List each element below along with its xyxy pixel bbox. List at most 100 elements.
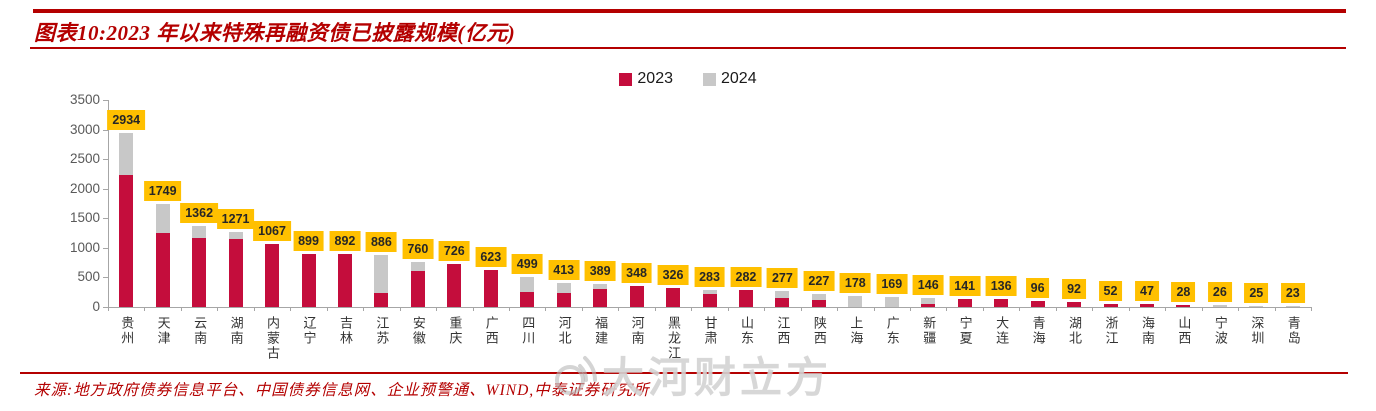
x-axis-category-label: 安徽 bbox=[410, 316, 426, 346]
x-axis-tick bbox=[326, 307, 328, 311]
bar-segment-2024 bbox=[119, 133, 134, 176]
bar-segment-2024 bbox=[921, 298, 936, 304]
x-axis-tick bbox=[764, 307, 766, 311]
x-axis-category-label: 陕西 bbox=[811, 316, 827, 346]
x-axis-category-label: 江西 bbox=[775, 316, 791, 346]
bar-segment-2024 bbox=[556, 282, 571, 293]
x-axis-tick bbox=[837, 307, 839, 311]
bar-segment-2024 bbox=[702, 290, 717, 295]
x-axis-tick bbox=[654, 307, 656, 311]
x-axis-tick bbox=[691, 307, 693, 311]
bar-value-label: 23 bbox=[1280, 282, 1305, 303]
bar-value-label: 1067 bbox=[253, 220, 291, 241]
bar-segment-2024 bbox=[520, 277, 535, 292]
bar-value-label: 26 bbox=[1207, 282, 1232, 303]
x-axis-category-label: 河北 bbox=[556, 316, 572, 346]
x-axis-category-label: 深圳 bbox=[1249, 316, 1265, 346]
x-axis-tick bbox=[581, 307, 583, 311]
bar-segment-2023 bbox=[265, 243, 280, 307]
x-axis-category-label: 新疆 bbox=[921, 316, 937, 346]
x-axis-tick bbox=[1238, 307, 1240, 311]
bar-segment-2023 bbox=[666, 287, 681, 307]
x-axis-tick bbox=[545, 307, 547, 311]
bar-value-label: 389 bbox=[584, 260, 616, 281]
x-axis-category-label: 贵州 bbox=[119, 316, 135, 346]
x-axis-category-label: 吉林 bbox=[337, 316, 353, 346]
x-axis-tick bbox=[946, 307, 948, 311]
bar-segment-2023 bbox=[1103, 303, 1118, 307]
stacked-bar-chart: 2023 2024 0 500 1000 1500 2000 2500 3000 3500 29… bbox=[0, 58, 1376, 370]
y-axis-tick bbox=[103, 159, 108, 161]
legend-item-2023: 2023 bbox=[619, 70, 673, 88]
x-axis-tick bbox=[1165, 307, 1167, 311]
bar-value-label: 1271 bbox=[216, 208, 255, 229]
y-axis-tick bbox=[103, 100, 108, 101]
bar-segment-2024 bbox=[374, 254, 389, 294]
bar-segment-2023 bbox=[301, 253, 316, 307]
x-axis-category-label: 青岛 bbox=[1285, 316, 1301, 346]
x-axis-line bbox=[108, 307, 1311, 308]
x-axis-tick bbox=[290, 307, 292, 311]
chart-legend: 2023 2024 bbox=[0, 70, 1376, 88]
bar-value-label: 726 bbox=[438, 241, 470, 262]
bar-value-label: 499 bbox=[511, 254, 543, 275]
bar-segment-2024 bbox=[192, 226, 207, 238]
bar-segment-2023 bbox=[994, 298, 1009, 307]
bar-value-label: 1749 bbox=[143, 180, 182, 201]
x-axis-category-label: 青海 bbox=[1030, 316, 1046, 346]
bar-segment-2023 bbox=[1176, 305, 1191, 307]
x-axis-category-label: 湖南 bbox=[228, 316, 244, 346]
bar-value-label: 178 bbox=[839, 273, 871, 294]
bar-segment-2023 bbox=[483, 270, 498, 307]
bar-segment-2023 bbox=[1139, 304, 1154, 307]
x-axis-category-label: 甘肃 bbox=[702, 316, 718, 346]
x-axis-category-label: 浙江 bbox=[1103, 316, 1119, 346]
bar-segment-2023 bbox=[1067, 301, 1082, 307]
bar-value-label: 282 bbox=[730, 267, 762, 288]
bar-segment-2023 bbox=[629, 286, 644, 307]
y-axis-tick-label: 1000 bbox=[69, 239, 100, 255]
x-axis-tick bbox=[217, 307, 219, 311]
bar-value-label: 899 bbox=[293, 230, 324, 251]
bar-value-label: 47 bbox=[1135, 281, 1159, 302]
x-axis-category-label: 福建 bbox=[593, 316, 609, 346]
y-axis-tick-label: 3000 bbox=[69, 121, 100, 137]
bar-segment-2024 bbox=[593, 283, 608, 290]
x-axis-tick bbox=[1274, 307, 1276, 311]
bar-segment-2023 bbox=[155, 232, 170, 307]
bar-segment-2024 bbox=[775, 290, 790, 299]
x-axis-category-label: 云南 bbox=[192, 316, 208, 346]
bar-segment-2024 bbox=[155, 203, 170, 233]
y-axis-tick bbox=[103, 188, 108, 190]
bar-value-label: 326 bbox=[657, 264, 689, 285]
bar-segment-2023 bbox=[410, 270, 425, 307]
bar-value-label: 760 bbox=[402, 239, 434, 260]
bar-segment-2023 bbox=[1030, 301, 1045, 307]
bar-value-label: 1362 bbox=[180, 203, 219, 224]
x-axis-tick bbox=[180, 307, 182, 311]
figure-title: 图表10:2023 年以来特殊再融资债已披露规模(亿元) bbox=[34, 21, 516, 45]
bar-segment-2024 bbox=[410, 262, 425, 271]
x-axis-tick bbox=[873, 307, 875, 311]
x-axis-tick bbox=[363, 307, 365, 311]
y-axis-tick-label: 0 bbox=[92, 299, 100, 314]
x-axis-tick bbox=[800, 307, 802, 311]
bar-segment-2023 bbox=[119, 175, 134, 307]
y-axis-tick bbox=[103, 218, 108, 220]
x-axis-tick bbox=[509, 307, 510, 311]
legend-label-2023: 2023 bbox=[637, 70, 673, 87]
x-axis-tick bbox=[727, 307, 729, 311]
bar-segment-2024 bbox=[848, 296, 863, 307]
bar-segment-2024 bbox=[811, 293, 826, 301]
bar-segment-2024 bbox=[1249, 305, 1264, 307]
x-axis-category-label: 江苏 bbox=[374, 316, 390, 346]
y-axis-tick-label: 1500 bbox=[69, 210, 100, 226]
bar-value-label: 227 bbox=[803, 270, 835, 291]
y-axis-line bbox=[108, 100, 109, 307]
bar-value-label: 283 bbox=[694, 267, 725, 288]
x-axis-category-label: 重庆 bbox=[447, 316, 463, 346]
x-axis-tick bbox=[144, 307, 146, 311]
x-axis-category-label: 辽宁 bbox=[301, 316, 317, 346]
bar-value-label: 96 bbox=[1025, 278, 1050, 299]
